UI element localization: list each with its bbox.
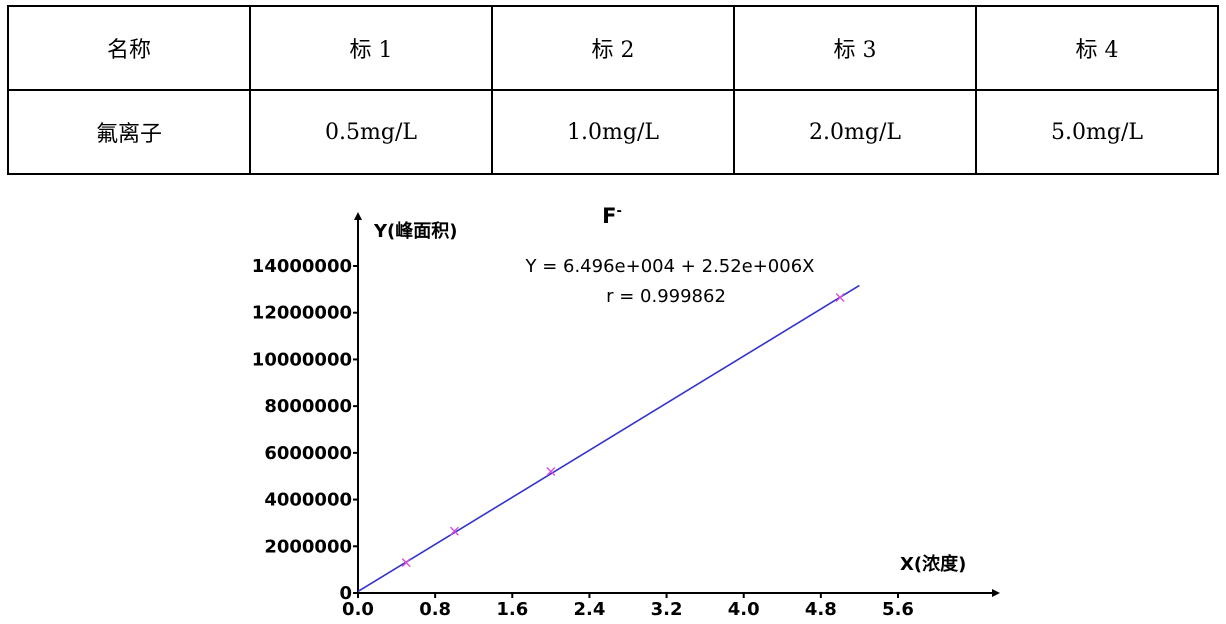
x-tick-label: 0.8 [419,599,451,620]
x-tick-label: 5.6 [882,599,914,620]
y-tick-label: 10000000 [252,349,352,370]
row-cell-std2: 1.0mg/L [491,89,735,175]
data-point [449,526,459,536]
regression-equation: Y = 6.496e+004 + 2.52e+006X [524,256,814,277]
point-marker-stroke [546,467,556,477]
y-axis-arrow-icon [354,212,362,220]
chart-title: F- [602,204,622,228]
y-ticks: 0 2000000 4000000 6000000 8000000 10000000 120… [252,256,358,604]
table-row: 氟离子 0.5mg/L 1.0mg/L 2.0mg/L 5.0mg/L [7,89,1219,175]
correlation-coefficient: r = 0.999862 [606,286,726,307]
data-points [401,293,845,568]
standards-table: 名称 标 1 标 2 标 3 标 4 氟离子 0.5mg/L 1.0mg/L 2… [7,5,1219,175]
y-tick-label: 12000000 [252,303,352,324]
row-cell-std4: 5.0mg/L [975,89,1219,175]
point-marker-stroke [835,293,845,303]
header-cell-std2: 标 2 [491,5,735,91]
x-tick-label: 2.4 [573,599,605,620]
x-ticks: 0.0 0.8 1.6 2.4 3.2 4.0 4.8 5.6 [342,593,914,620]
y-tick-label: 8000000 [264,396,352,417]
fit-line [357,284,860,593]
point-marker-stroke [401,558,411,568]
data-point [835,293,845,303]
x-tick-label: 4.0 [728,599,760,620]
data-point [546,467,556,477]
header-cell-std3: 标 3 [733,5,977,91]
header-cell-std4: 标 4 [975,5,1219,91]
y-tick-label: 0 [339,583,352,604]
header-cell-std1: 标 1 [249,5,493,91]
x-axis-label: X(浓度) [900,553,966,575]
x-tick-label: 1.6 [496,599,528,620]
calibration-chart: 0.0 0.8 1.6 2.4 3.2 4.0 4.8 5.6 0 2000000 4000000… [252,204,1000,620]
point-marker-stroke [449,526,459,536]
y-tick-label: 2000000 [264,536,352,557]
data-point [401,558,411,568]
row-cell-name: 氟离子 [7,89,251,175]
y-tick-label: 4000000 [264,490,352,511]
y-axis-label: Y(峰面积) [373,220,458,242]
y-tick-label: 14000000 [252,256,352,277]
x-tick-label: 3.2 [651,599,683,620]
x-tick-label: 4.8 [805,599,837,620]
y-tick-label: 6000000 [264,443,352,464]
x-tick-label: 0.0 [342,599,374,620]
row-cell-std3: 2.0mg/L [733,89,977,175]
table-header-row: 名称 标 1 标 2 标 3 标 4 [7,5,1219,91]
header-cell-name: 名称 [7,5,251,91]
x-axis-arrow-icon [992,589,1000,597]
row-cell-std1: 0.5mg/L [249,89,493,175]
